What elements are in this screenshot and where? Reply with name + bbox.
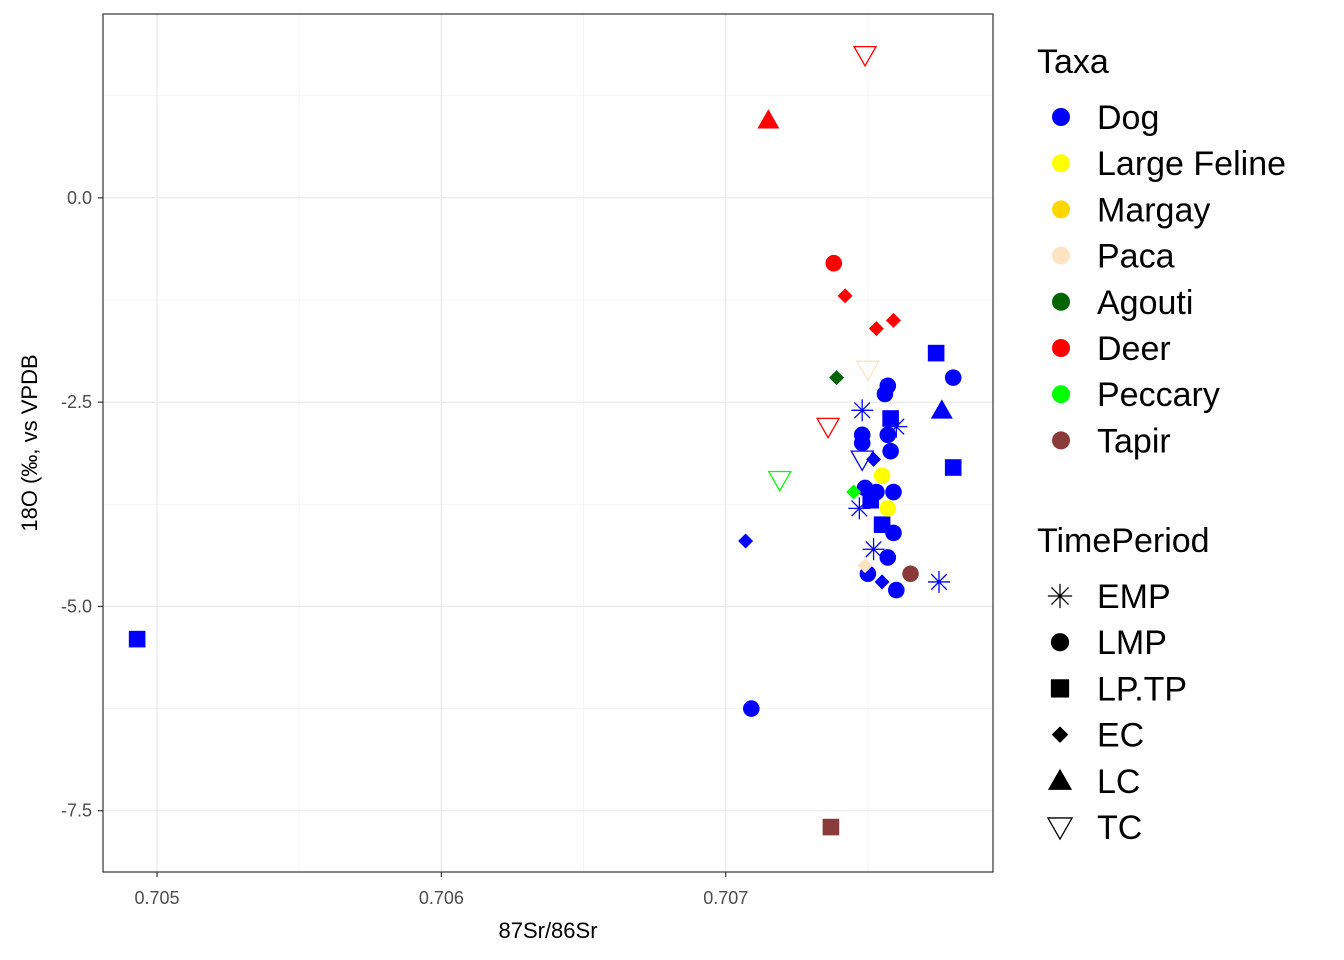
legend-key-period (1051, 726, 1069, 743)
x-axis-ticks: 0.705 0.706 0.707 (135, 872, 748, 908)
data-point (757, 109, 780, 129)
data-point (738, 533, 754, 549)
legend-title-period: TimePeriod (1037, 522, 1210, 560)
data-point (944, 459, 962, 476)
data-point (927, 570, 950, 593)
legend-key-taxa (1052, 339, 1070, 357)
legend-key-period (1050, 633, 1070, 652)
data-point (852, 45, 878, 68)
legend-label-taxa: Paca (1097, 238, 1175, 276)
y-tick-label: -5.0 (61, 596, 92, 616)
legend-key-taxa (1052, 292, 1070, 311)
data-points (128, 45, 962, 836)
y-tick-label: -7.5 (61, 801, 92, 821)
x-tick-label: 0.707 (703, 888, 748, 908)
data-point (879, 500, 897, 517)
data-point (815, 417, 841, 439)
legend-label-period: LC (1097, 763, 1140, 801)
data-point (743, 700, 760, 717)
legend-label-taxa: Tapir (1097, 422, 1171, 460)
legend: Taxa Dog Large Feline Margay Paca Agouti Deer P… (1037, 43, 1286, 847)
legend-key-taxa (1052, 385, 1070, 404)
legend-label-taxa: Large Feline (1097, 145, 1286, 183)
y-tick-label: -2.5 (61, 392, 92, 412)
data-point (855, 360, 881, 382)
panel-background (103, 14, 993, 872)
data-point (866, 451, 882, 467)
legend-label-period: EMP (1097, 578, 1171, 616)
data-point (927, 344, 945, 362)
legend-label-taxa: Dog (1097, 99, 1159, 137)
legend-label-period: TC (1097, 809, 1142, 847)
legend-key-period (1047, 768, 1073, 790)
legend-key-taxa (1052, 108, 1070, 126)
y-axis-title: 18O (‰, vs VPDB (17, 354, 42, 531)
legend-label-taxa: Agouti (1097, 284, 1193, 322)
data-point (862, 491, 880, 509)
data-point (882, 410, 899, 427)
data-point (767, 470, 792, 493)
data-point (868, 321, 884, 337)
legend-title-taxa: Taxa (1037, 43, 1109, 81)
legend-label-period: EC (1097, 717, 1144, 755)
legend-key-taxa (1052, 431, 1070, 450)
legend-label-taxa: Deer (1097, 330, 1171, 368)
data-point (879, 377, 897, 395)
legend-key-period (1047, 583, 1073, 609)
y-axis-ticks: 0.0 -2.5 -5.0 -7.5 (61, 188, 103, 821)
legend-key-period (1046, 817, 1074, 841)
data-point (851, 399, 874, 422)
y-tick-label: 0.0 (67, 188, 92, 208)
panel-border (102, 13, 994, 873)
legend-label-taxa: Peccary (1097, 376, 1220, 414)
legend-label-period: LP.TP (1097, 670, 1187, 708)
data-point (902, 565, 919, 583)
data-point (857, 558, 873, 574)
data-point (873, 467, 891, 484)
data-point (874, 574, 890, 590)
data-point (846, 484, 862, 500)
legend-key-taxa (1052, 200, 1070, 219)
data-point (873, 516, 891, 534)
x-tick-label: 0.705 (135, 888, 180, 908)
data-point (825, 254, 843, 272)
legend-label-taxa: Margay (1097, 191, 1210, 229)
legend-key-period (1050, 679, 1070, 698)
legend-key-taxa (1052, 246, 1070, 265)
data-point (850, 450, 875, 472)
data-point (888, 581, 905, 599)
data-point (885, 415, 908, 438)
data-point (128, 630, 146, 648)
data-point (853, 426, 871, 444)
x-axis-title: 87Sr/86Sr (498, 918, 597, 943)
data-point (829, 370, 845, 386)
data-point (862, 538, 885, 561)
data-point (930, 399, 953, 419)
data-point (885, 312, 901, 328)
data-point (882, 442, 899, 460)
data-point (944, 369, 962, 386)
x-tick-label: 0.706 (419, 888, 464, 908)
legend-label-period: LMP (1097, 624, 1167, 662)
data-point (885, 483, 902, 501)
data-point (837, 288, 853, 304)
legend-key-taxa (1052, 154, 1070, 173)
data-point (822, 818, 840, 836)
data-point (879, 549, 897, 566)
